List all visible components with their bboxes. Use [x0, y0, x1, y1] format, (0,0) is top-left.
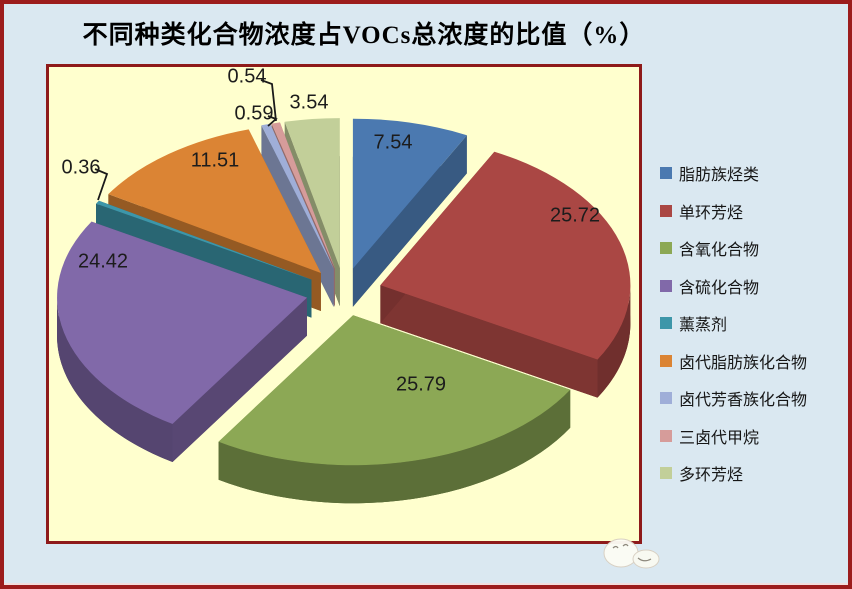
legend-item: 单环芳烃: [660, 202, 807, 222]
legend-label: 单环芳烃: [679, 204, 744, 222]
legend-swatch: [660, 204, 672, 217]
legend-swatch: [660, 167, 672, 179]
legend-swatch: [660, 392, 672, 404]
legend-label: 多环芳烃: [679, 467, 744, 484]
plot-area: [46, 64, 642, 544]
legend-item: 卤代芳香族化合物: [660, 389, 808, 409]
legend-item: 脂肪族烃类: [660, 164, 807, 184]
legend-swatch: [660, 242, 672, 254]
legend-label: 脂肪族烃类: [679, 167, 760, 184]
bottom-edge-strip: [4, 583, 848, 585]
legend-item: 三卤代甲烷: [660, 427, 807, 447]
legend-swatch: [660, 467, 672, 479]
legend-label: 含氧化合物: [679, 242, 760, 259]
legend-swatch: [660, 354, 672, 367]
legend-item: 含氧化合物: [660, 239, 807, 259]
legend-swatch: [660, 317, 672, 329]
legend-label: 薰蒸剂: [679, 317, 728, 334]
chart-title: 不同种类化合物浓度占VOCs总浓度的比值（%）: [82, 22, 646, 49]
legend-item: 含硫化合物: [660, 277, 807, 297]
legend-label: 卤代脂肪族化合物: [679, 354, 808, 372]
legend-label: 卤代芳香族化合物: [679, 392, 808, 409]
legend: 脂肪族烃类单环芳烃含氧化合物含硫化合物薰蒸剂卤代脂肪族化合物 卤代芳香族化合物 三卤…: [660, 164, 807, 502]
legend-swatch: [660, 279, 672, 292]
legend-label: 含硫化合物: [679, 279, 760, 297]
legend-label: 三卤代甲烷: [679, 429, 760, 447]
legend-item: 薰蒸剂: [660, 314, 807, 334]
legend-item: 多环芳烃: [660, 464, 807, 484]
legend-item: 卤代脂肪族化合物: [660, 352, 808, 372]
legend-swatch: [660, 429, 672, 442]
